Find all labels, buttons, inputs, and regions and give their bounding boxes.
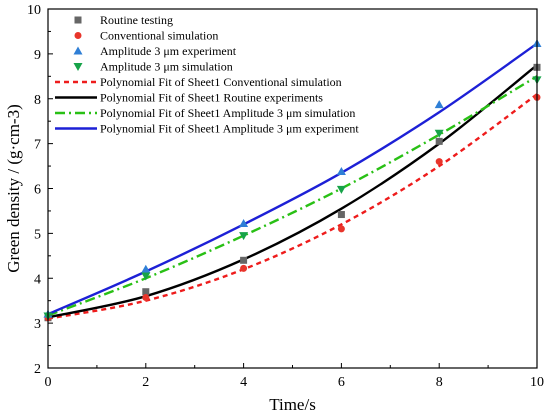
data-point-circle <box>240 264 248 272</box>
fit-line-4 <box>47 93 538 320</box>
fit-line-7 <box>47 42 538 316</box>
data-point-triangle-up <box>434 100 444 109</box>
x-tick-label: 8 <box>436 375 443 390</box>
y-tick-label: 10 <box>27 3 41 18</box>
data-point-circle <box>142 294 150 302</box>
y-tick-label: 3 <box>34 317 41 332</box>
legend-marker-triangle-down <box>73 63 83 71</box>
legend-entry-6: Polynomial Fit of Sheet1 Amplitude 3 μm … <box>100 106 355 120</box>
data-point-square <box>142 288 150 296</box>
data-point-triangle-down <box>434 129 444 138</box>
legend-marker-square <box>74 16 82 24</box>
y-tick-label: 8 <box>34 93 41 108</box>
legend-entry-5: Polynomial Fit of Sheet1 Routine experim… <box>100 91 323 105</box>
x-tick-label: 10 <box>530 375 544 390</box>
fit-lines <box>47 42 538 320</box>
data-point-circle <box>435 158 443 166</box>
x-tick-label: 6 <box>338 375 345 390</box>
y-tick-label: 2 <box>34 362 41 377</box>
fit-line-6 <box>47 75 538 317</box>
y-axis: 2 3 4 5 6 7 8 9 10 <box>27 3 53 377</box>
y-tick-label: 4 <box>34 272 41 287</box>
data-point-triangle-up <box>336 166 346 175</box>
fit-line-5 <box>47 64 538 319</box>
y-tick-label: 6 <box>34 183 41 198</box>
legend-marker-circle <box>74 32 82 39</box>
x-axis: 0 2 4 6 8 10 <box>45 363 544 390</box>
data-point-square <box>435 137 443 145</box>
legend-entry-4: Polynomial Fit of Sheet1 Conventional si… <box>100 75 342 89</box>
x-axis-title: Time/s <box>269 395 316 414</box>
x-tick-label: 4 <box>240 375 247 390</box>
x-tick-label: 0 <box>45 375 52 390</box>
data-point-circle <box>337 225 345 233</box>
data-point-square <box>240 256 248 264</box>
data-point-triangle-down <box>239 232 249 241</box>
legend-entry-2: Amplitude 3 μm experiment <box>100 44 237 58</box>
legend-entry-7: Polynomial Fit of Sheet1 Amplitude 3 μm … <box>100 122 359 136</box>
data-point-square <box>337 211 345 219</box>
legend-entry-3: Amplitude 3 μm simulation <box>100 60 233 74</box>
legend-entry-0: Routine testing <box>100 13 173 27</box>
y-tick-label: 9 <box>34 48 41 63</box>
data-point-triangle-down <box>336 185 346 194</box>
y-tick-label: 5 <box>34 227 41 242</box>
x-tick-label: 2 <box>142 375 149 390</box>
y-axis-title: Green density / (g·cm-3) <box>4 104 23 273</box>
data-point-triangle-down <box>141 272 151 281</box>
legend-marker-triangle-up <box>73 46 83 55</box>
data-point-triangle-up <box>141 264 151 273</box>
data-point-triangle-up <box>239 219 249 228</box>
legend-entry-1: Conventional simulation <box>100 29 218 43</box>
y-tick-label: 7 <box>34 138 41 153</box>
